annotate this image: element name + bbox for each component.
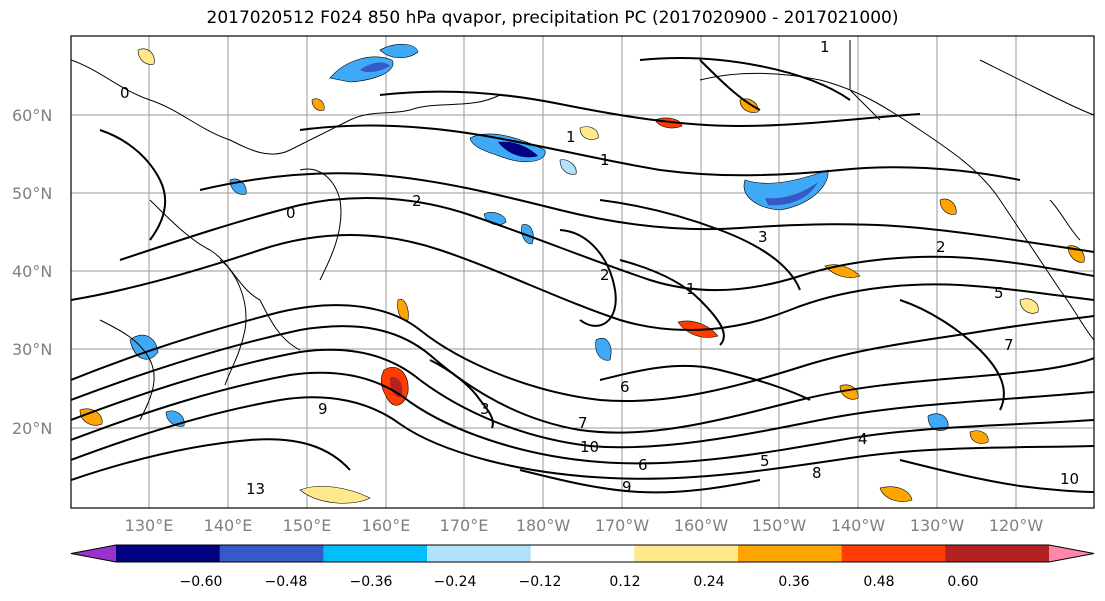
contour-label: 5 xyxy=(760,452,770,470)
contour-label: 8 xyxy=(812,464,822,482)
longitude-labels: 130°E 140°E 150°E 160°E 170°E 180°W 170°… xyxy=(125,516,1044,535)
contour-label: 0 xyxy=(120,84,130,102)
contour-label: 10 xyxy=(1060,470,1079,488)
colorbar-label: −0.60 xyxy=(180,574,223,590)
lon-label: 150°E xyxy=(283,516,332,535)
lon-label: 130°E xyxy=(125,516,174,535)
colorbar-label: 0.12 xyxy=(609,574,640,590)
lon-label: 120°W xyxy=(989,516,1044,535)
contour-label: 10 xyxy=(580,438,599,456)
lon-label: 130°W xyxy=(910,516,965,535)
colorbar-extend-max xyxy=(1049,545,1094,562)
lat-label: 60°N xyxy=(12,106,52,125)
contour-label: 7 xyxy=(1004,336,1014,354)
colorbar-label: −0.12 xyxy=(519,574,562,590)
lon-label: 160°E xyxy=(362,516,411,535)
lat-label: 30°N xyxy=(12,340,52,359)
qvapor-contours xyxy=(71,57,1094,494)
contour-label: 2 xyxy=(600,266,610,284)
contour-label: 1 xyxy=(820,38,830,56)
lat-label: 40°N xyxy=(12,262,52,281)
colorbar-swatch xyxy=(738,545,843,562)
contour-label: 1 xyxy=(566,128,576,146)
lon-label: 170°E xyxy=(440,516,489,535)
colorbar-swatch xyxy=(634,545,739,562)
lat-label: 50°N xyxy=(12,184,52,203)
contour-label: 13 xyxy=(246,480,265,498)
colorbar-swatch xyxy=(530,545,635,562)
colorbar-label: −0.48 xyxy=(265,574,308,590)
coastlines xyxy=(71,40,1094,421)
lon-label: 170°W xyxy=(595,516,650,535)
contour-label: 2 xyxy=(936,238,946,256)
colorbar-label: −0.24 xyxy=(434,574,477,590)
contour-label: 6 xyxy=(638,456,648,474)
colorbar-swatch xyxy=(323,545,428,562)
colorbar-labels: −0.60 −0.48 −0.36 −0.24 −0.12 0.12 0.24 … xyxy=(180,574,979,590)
contour-label: 1 xyxy=(600,151,610,169)
contour-label: 9 xyxy=(318,400,328,418)
colorbar-swatch xyxy=(841,545,946,562)
contour-label: 6 xyxy=(620,378,630,396)
colorbar-swatch xyxy=(427,545,532,562)
colorbar-label: 0.48 xyxy=(863,574,894,590)
precip-fill xyxy=(79,43,1085,504)
lon-label: 160°W xyxy=(674,516,729,535)
colorbar-extend-min xyxy=(71,545,116,562)
lon-label: 140°E xyxy=(204,516,253,535)
colorbar-outline xyxy=(70,544,1095,563)
colorbar xyxy=(70,544,1095,563)
contour-label: 5 xyxy=(994,284,1004,302)
contour-label: 3 xyxy=(758,228,768,246)
lat-label: 20°N xyxy=(12,419,52,438)
gridlines xyxy=(71,36,1094,508)
colorbar-swatch xyxy=(116,545,221,562)
colorbar-swatch xyxy=(945,545,1050,562)
colorbar-label: 0.24 xyxy=(693,574,724,590)
contour-label: 7 xyxy=(578,414,588,432)
map-title: 2017020512 F024 850 hPa qvapor, precipit… xyxy=(206,8,899,28)
lon-label: 180°W xyxy=(516,516,571,535)
lon-label: 140°W xyxy=(831,516,886,535)
plot-frame xyxy=(70,35,1095,509)
contour-label: 2 xyxy=(412,192,422,210)
contour-label: 0 xyxy=(286,204,296,222)
contour-label: 4 xyxy=(858,430,868,448)
colorbar-swatch xyxy=(219,545,324,562)
contour-label: 1 xyxy=(686,280,696,298)
latitude-labels: 60°N 50°N 40°N 30°N 20°N xyxy=(12,106,52,438)
contour-labels: 1 1 1 2 2 3 3 1 6 7 6 9 10 8 13 5 4 10 9… xyxy=(120,38,1079,498)
colorbar-label: −0.36 xyxy=(350,574,393,590)
colorbar-label: 0.36 xyxy=(778,574,809,590)
lon-label: 150°W xyxy=(752,516,807,535)
contour-label: 9 xyxy=(622,478,632,496)
contour-label: 3 xyxy=(480,400,490,418)
colorbar-label: 0.60 xyxy=(947,574,978,590)
